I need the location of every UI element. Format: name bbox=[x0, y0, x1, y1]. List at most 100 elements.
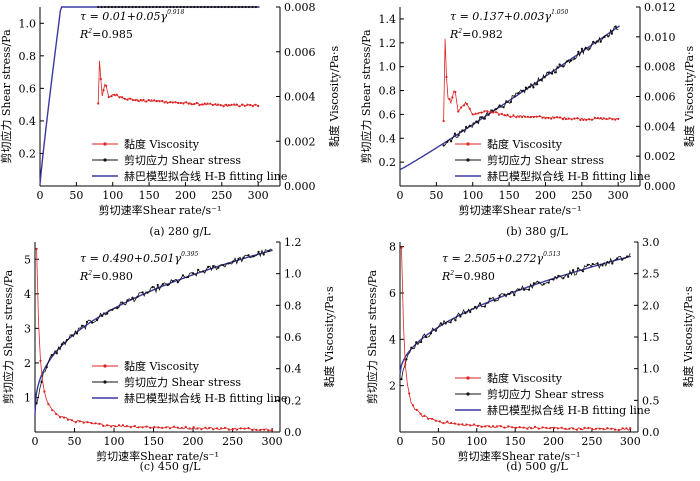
r-squared: R2=0.982 bbox=[449, 28, 503, 41]
y-right-tick-label: 0.010 bbox=[644, 31, 676, 44]
y-right-tick-label: 0.012 bbox=[644, 1, 676, 14]
y-tick-label: 2 bbox=[389, 380, 396, 393]
x-tick-label: 0 bbox=[397, 189, 404, 202]
y-right-axis-label: 黏度 Viscosity/Pa·s bbox=[681, 286, 695, 388]
panel-2: 0 50 100 150 200 250 300 0.2 0.4 0.6 0.8 1.0 1.2 1.4 0… bbox=[359, 1, 696, 238]
x-tick-label: 100 bbox=[466, 435, 487, 448]
y-tick-label: 1.0 bbox=[379, 61, 397, 74]
x-tick-label: 150 bbox=[499, 189, 520, 202]
legend-label: 黏度 Viscosity bbox=[124, 359, 200, 373]
y-right-tick-label: 0.002 bbox=[284, 135, 316, 148]
x-tick-label: 150 bbox=[505, 435, 526, 448]
legend-marker bbox=[103, 364, 107, 368]
legend-marker bbox=[103, 142, 107, 146]
x-tick-label: 100 bbox=[102, 189, 123, 202]
x-tick-label: 200 bbox=[535, 189, 556, 202]
x-tick-label: 300 bbox=[608, 189, 629, 202]
x-tick-label: 200 bbox=[543, 435, 564, 448]
r-squared: R2=0.980 bbox=[441, 270, 495, 283]
legend-label: 赫巴模型拟合线 H-B fitting line bbox=[487, 403, 650, 417]
y-axis-label: 剪切应力 Shear stress/Pa bbox=[365, 269, 379, 404]
legend-label: 剪切应力 Shear stress bbox=[487, 387, 604, 401]
y-tick-label: 1.4 bbox=[379, 13, 397, 26]
y-right-tick-label: 0.006 bbox=[644, 91, 676, 104]
x-tick-label: 0 bbox=[32, 435, 39, 448]
y-right-tick-label: 1.2 bbox=[284, 236, 302, 249]
viscosity-series bbox=[97, 60, 259, 108]
y-tick-label: 0.4 bbox=[19, 115, 37, 128]
fit-line bbox=[399, 255, 632, 375]
y-tick-label: 5 bbox=[24, 253, 31, 266]
y-right-axis-label: 黏度 Viscosity/Pa·s bbox=[682, 45, 696, 147]
x-tick-label: 50 bbox=[68, 435, 82, 448]
legend: 黏度 Viscosity 剪切应力 Shear stress 赫巴模型拟合线 H-B… bbox=[455, 137, 650, 183]
x-tick-label: 300 bbox=[262, 435, 283, 448]
legend-marker bbox=[103, 158, 107, 162]
fit-equation: τ = 2.505+0.272γ0.513 bbox=[442, 251, 560, 265]
legend-label: 剪切应力 Shear stress bbox=[124, 153, 241, 167]
fit-equation: τ = 0.01+0.05γ0.918 bbox=[80, 9, 184, 23]
y-right-tick-label: 0.8 bbox=[284, 299, 302, 312]
legend-label: 剪切应力 Shear stress bbox=[487, 153, 604, 167]
x-tick-label: 0 bbox=[397, 435, 404, 448]
x-tick-label: 250 bbox=[222, 435, 243, 448]
y-tick-label: 0.4 bbox=[379, 132, 397, 145]
x-tick-label: 100 bbox=[462, 189, 483, 202]
y-right-tick-label: 0.006 bbox=[284, 46, 316, 59]
y-tick-label: 0.2 bbox=[379, 156, 397, 169]
legend-label: 赫巴模型拟合线 H-B fitting line bbox=[124, 391, 287, 405]
legend-label: 黏度 Viscosity bbox=[487, 371, 563, 385]
y-tick-label: 0.6 bbox=[379, 108, 397, 121]
y-tick-label: 8 bbox=[389, 241, 396, 254]
panel-1: 0 50 100 150 200 250 300 0.2 0.4 0.6 0.8 1.0 0.000 0.… bbox=[0, 1, 341, 238]
legend: 黏度 Viscosity 剪切应力 Shear stress 赫巴模型拟合线 H-B… bbox=[92, 137, 287, 183]
y-right-tick-label: 0.008 bbox=[644, 61, 676, 74]
panel-3: 0 50 100 150 200 250 300 1 2 3 4 5 0.0 0.2 0.4 0.6 0.8 1.… bbox=[1, 236, 336, 473]
y-right-tick-label: 2.5 bbox=[642, 268, 660, 281]
x-tick-label: 300 bbox=[620, 435, 641, 448]
y-axis-label: 剪切应力 Shear stress/Pa bbox=[1, 269, 15, 404]
viscosity-series bbox=[36, 248, 273, 431]
legend-marker bbox=[466, 142, 470, 146]
legend-label: 赫巴模型拟合线 H-B fitting line bbox=[124, 169, 287, 183]
x-axis-label: 剪切速率Shear rate/s⁻¹ bbox=[99, 203, 222, 217]
x-axis-label: 剪切速率Shear rate/s⁻¹ bbox=[458, 449, 581, 463]
legend: 黏度 Viscosity 剪切应力 Shear stress 赫巴模型拟合线 H-B… bbox=[92, 359, 287, 405]
y-tick-label: 4 bbox=[389, 333, 396, 346]
y-right-axis-label: 黏度 Viscosity/Pa·s bbox=[322, 286, 336, 388]
y-right-tick-label: 0.002 bbox=[644, 150, 676, 163]
y-right-tick-label: 0.008 bbox=[284, 1, 316, 14]
y-tick-label: 0.6 bbox=[19, 82, 37, 95]
x-axis-label: 剪切速率Shear rate/s⁻¹ bbox=[459, 203, 582, 217]
x-tick-label: 200 bbox=[183, 435, 204, 448]
y-tick-label: 4 bbox=[24, 288, 31, 301]
y-right-tick-label: 1.0 bbox=[642, 363, 660, 376]
stress-series bbox=[36, 248, 273, 404]
legend-marker bbox=[466, 392, 470, 396]
panel-caption: (c) 450 g/L bbox=[140, 460, 201, 473]
x-tick-label: 0 bbox=[37, 189, 44, 202]
x-tick-label: 100 bbox=[104, 435, 125, 448]
x-tick-label: 250 bbox=[211, 189, 232, 202]
stress-series bbox=[443, 26, 619, 146]
y-right-tick-label: 0.2 bbox=[284, 394, 302, 407]
legend-label: 赫巴模型拟合线 H-B fitting line bbox=[487, 169, 650, 183]
legend-label: 剪切应力 Shear stress bbox=[124, 375, 241, 389]
viscosity-point bbox=[617, 117, 620, 120]
y-tick-label: 2 bbox=[24, 357, 31, 370]
r-squared: R2=0.980 bbox=[79, 270, 133, 283]
x-tick-label: 50 bbox=[69, 189, 83, 202]
fit-equation: τ = 0.137+0.003γ1.050 bbox=[450, 9, 568, 23]
x-tick-label: 150 bbox=[139, 189, 160, 202]
panel-caption: (d) 500 g/L bbox=[506, 460, 568, 473]
legend-marker bbox=[466, 376, 470, 380]
fit-line bbox=[399, 25, 621, 171]
y-tick-label: 1.2 bbox=[379, 37, 397, 50]
y-right-tick-label: 1.5 bbox=[642, 331, 660, 344]
r-squared: R2=0.985 bbox=[79, 28, 133, 41]
panel-4: 0 50 100 150 200 250 300 2 4 6 8 0.0 0.5 1.0 1.5 2.0 2.5… bbox=[365, 236, 695, 473]
y-right-tick-label: 3.0 bbox=[642, 236, 660, 249]
panel-caption: (b) 380 g/L bbox=[506, 225, 568, 238]
y-tick-label: 0.8 bbox=[379, 85, 397, 98]
legend-label: 黏度 Viscosity bbox=[487, 137, 563, 151]
